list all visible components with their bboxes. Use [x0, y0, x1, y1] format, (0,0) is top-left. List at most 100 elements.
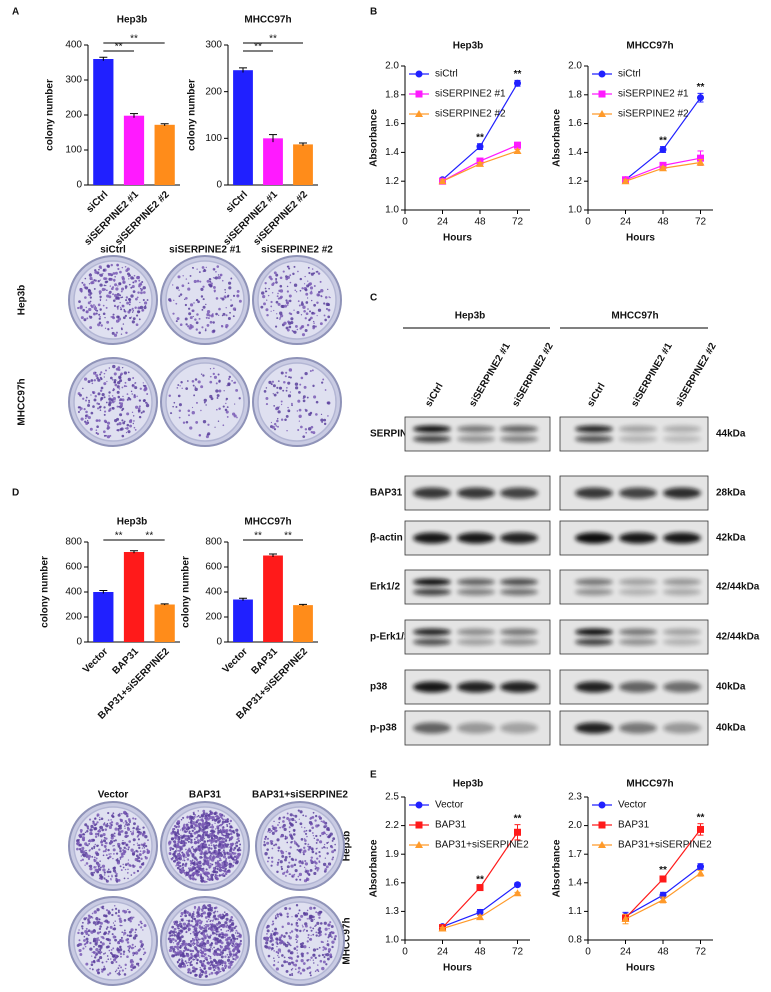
colony [135, 406, 138, 409]
colony [206, 935, 208, 937]
colony [132, 282, 134, 284]
colony [227, 959, 230, 962]
colony [229, 863, 231, 865]
colony [130, 965, 133, 968]
x-tick-label: 0 [402, 947, 408, 958]
significance-label: ** [476, 874, 484, 885]
colony [190, 316, 193, 319]
colony [106, 961, 108, 963]
colony [90, 296, 92, 298]
colony [174, 928, 177, 931]
colony [107, 933, 109, 935]
colony [206, 317, 208, 319]
colony [177, 961, 179, 963]
colony [230, 305, 233, 308]
colony [216, 927, 218, 929]
colony [174, 951, 176, 953]
colony [121, 276, 124, 279]
colony [211, 824, 213, 826]
colony [79, 835, 82, 838]
colony [96, 419, 99, 422]
colony [323, 863, 326, 866]
colony [224, 956, 226, 958]
colony [120, 308, 122, 310]
colony [113, 935, 116, 938]
colony [315, 957, 317, 959]
colony [232, 958, 234, 960]
colony [231, 934, 234, 937]
colony-plate [253, 256, 341, 344]
colony [187, 971, 189, 973]
colony [99, 283, 102, 286]
colony [184, 914, 187, 917]
colony [289, 856, 291, 858]
colony [200, 949, 202, 951]
colony [90, 825, 93, 828]
colony [212, 857, 215, 860]
colony [318, 815, 321, 818]
colony [94, 817, 96, 819]
colony [112, 389, 114, 391]
colony [117, 843, 118, 844]
colony [116, 853, 118, 855]
colony [213, 812, 216, 815]
colony [308, 267, 310, 269]
colony [303, 397, 305, 399]
colony [321, 847, 323, 849]
colony [314, 838, 315, 839]
colony [127, 430, 130, 433]
colony [108, 395, 109, 396]
colony [328, 296, 329, 297]
colony [319, 861, 321, 863]
colony [125, 382, 127, 384]
colony [222, 851, 223, 852]
colony [116, 332, 118, 334]
colony [85, 418, 87, 420]
colony [93, 929, 96, 932]
colony [120, 834, 121, 835]
colony [210, 947, 211, 948]
colony [104, 396, 106, 398]
colony [142, 410, 144, 412]
colony [193, 394, 195, 396]
colony [296, 843, 298, 845]
y-tick-label: 2.2 [385, 820, 399, 831]
colony [310, 915, 313, 918]
colony [138, 280, 140, 282]
colony [209, 957, 211, 959]
colony [236, 859, 238, 861]
colony [296, 904, 298, 906]
colony [120, 953, 122, 955]
colony [222, 965, 223, 966]
colony [334, 849, 336, 851]
colony [94, 307, 97, 310]
colony [121, 296, 123, 298]
blot-band [413, 488, 451, 499]
colony [278, 952, 280, 954]
colony [169, 936, 170, 937]
colony [133, 936, 136, 939]
colony [277, 916, 279, 918]
colony [97, 932, 100, 935]
colony [224, 289, 226, 291]
colony [109, 972, 111, 974]
colony [136, 276, 139, 279]
colony [210, 920, 211, 921]
colony [86, 940, 88, 942]
colony [91, 412, 94, 415]
colony [133, 872, 135, 874]
colony [103, 305, 105, 307]
colony [123, 953, 125, 955]
colony [175, 865, 176, 866]
colony [119, 297, 120, 298]
colony [107, 426, 110, 429]
colony [126, 824, 128, 826]
colony [197, 954, 200, 957]
colony [103, 430, 106, 433]
colony [85, 850, 86, 851]
colony [217, 851, 220, 854]
colony [89, 828, 92, 831]
colony [270, 830, 272, 832]
colony [264, 390, 267, 393]
